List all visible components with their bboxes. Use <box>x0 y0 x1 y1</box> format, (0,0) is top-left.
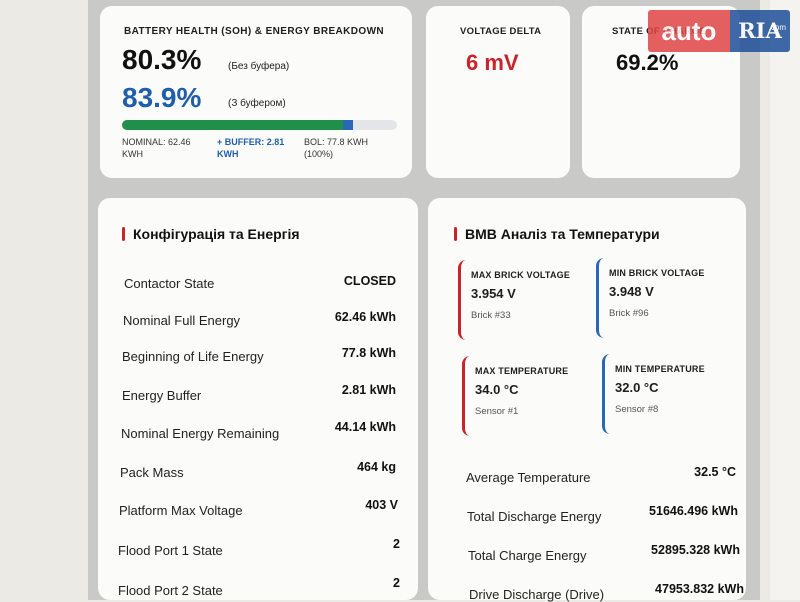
bmb-title: BMB Аналіз та Температури <box>454 226 660 242</box>
voltage-delta-value: 6 mV <box>466 50 519 75</box>
config-row-value: 62.46 kWh <box>334 310 396 324</box>
min-brick-voltage-value: 3.948 V <box>609 284 654 299</box>
config-row-label: Beginning of Life Energy <box>122 349 264 364</box>
config-row-value: CLOSED <box>343 274 396 288</box>
min-temperature-tile: MIN TEMPERATURE 32.0 °C Sensor #8 <box>602 354 733 434</box>
max-temperature-value: 34.0 °C <box>475 382 519 397</box>
soh-with-buffer-value: 83.9% <box>122 82 202 113</box>
buffer-line1: + BUFFER: 2.81 <box>217 137 285 147</box>
soh-no-buffer-note: (Без буфера) <box>228 61 290 72</box>
red-accent-mark <box>454 227 457 241</box>
bmb-row-label: Total Discharge Energy <box>467 509 602 524</box>
min-brick-voltage-sub: Brick #96 <box>609 308 649 319</box>
voltage-delta-title: VOLTAGE DELTA <box>460 26 542 37</box>
watermark-ria-box: RIA .com <box>730 10 790 52</box>
state-of-charge-value: 69.2% <box>616 50 679 75</box>
watermark-auto-text: auto <box>648 10 730 52</box>
bmb-row-label: Total Charge Energy <box>468 548 587 563</box>
battery-health-title: BATTERY HEALTH (SOH) & ENERGY BREAKDOWN <box>124 26 385 37</box>
voltage-delta-card: VOLTAGE DELTA 6 mV <box>426 6 570 178</box>
config-row-value: 403 V <box>365 498 398 512</box>
nominal-line2: KWH <box>122 149 143 159</box>
min-temperature-value: 32.0 °C <box>615 380 659 395</box>
auto-ria-watermark-logo: auto RIA .com <box>648 10 790 52</box>
watermark-com-text: .com <box>768 23 786 32</box>
config-row-value: 44.14 kWh <box>334 420 396 434</box>
config-row-label: Energy Buffer <box>122 388 202 403</box>
buffer-line2: KWH <box>217 149 239 159</box>
max-temperature-sub: Sensor #1 <box>475 406 519 417</box>
battery-health-card: BATTERY HEALTH (SOH) & ENERGY BREAKDOWN … <box>100 6 412 178</box>
watermark-ria-text: RIA <box>738 18 782 43</box>
buffer-energy-label: + BUFFER: 2.81 KWH <box>217 136 284 160</box>
configuration-card: Конфігурація та Енергія Contactor State … <box>98 198 418 600</box>
bol-line1: BOL: 77.8 KWH <box>304 137 369 147</box>
bmb-title-text: BMB Аналіз та Температури <box>465 226 660 242</box>
config-row-value: 77.8 kWh <box>341 346 396 360</box>
min-brick-voltage-title: MIN BRICK VOLTAGE <box>609 268 705 278</box>
bmb-row-value: 47953.832 kWh <box>655 582 744 596</box>
nominal-line1: NOMINAL: 62.46 <box>122 137 191 147</box>
max-brick-voltage-value: 3.954 V <box>471 286 516 301</box>
config-row-value: 464 kg <box>357 460 396 474</box>
red-accent-mark <box>122 227 125 241</box>
configuration-title-text: Конфігурація та Енергія <box>133 226 300 242</box>
max-brick-voltage-title: MAX BRICK VOLTAGE <box>471 270 571 280</box>
soh-progress-bar <box>122 120 397 130</box>
bmb-analysis-card: BMB Аналіз та Температури MAX BRICK VOLT… <box>428 198 746 602</box>
config-row-value: 2.81 kWh <box>341 383 396 397</box>
config-row-label: Pack Mass <box>120 465 184 480</box>
soh-bar-buffer-fill <box>342 120 353 130</box>
max-temperature-title: MAX TEMPERATURE <box>475 366 569 376</box>
soh-no-buffer-value: 80.3% <box>122 44 202 75</box>
config-row-label: Nominal Full Energy <box>123 313 241 328</box>
max-brick-voltage-sub: Brick #33 <box>471 310 511 321</box>
bmb-row-value: 32.5 °C <box>694 465 736 479</box>
max-brick-voltage-tile: MAX BRICK VOLTAGE 3.954 V Brick #33 <box>458 260 589 340</box>
bmb-row-value: 51646.496 kWh <box>649 504 738 518</box>
config-row-label: Contactor State <box>124 276 215 291</box>
config-row-label: Flood Port 1 State <box>118 543 223 558</box>
bmb-row-label: Drive Discharge (Drive) <box>469 587 605 602</box>
min-temperature-title: MIN TEMPERATURE <box>615 364 705 374</box>
config-row-value: 2 <box>393 576 400 590</box>
config-row-label: Nominal Energy Remaining <box>121 426 280 441</box>
config-row-label: Platform Max Voltage <box>119 503 243 518</box>
nominal-energy-label: NOMINAL: 62.46 KWH <box>122 136 191 160</box>
min-temperature-sub: Sensor #8 <box>615 404 659 415</box>
bol-line2: (100%) <box>304 149 334 159</box>
config-row-label: Flood Port 2 State <box>118 583 223 598</box>
bmb-row-value: 52895.328 kWh <box>651 543 740 557</box>
min-brick-voltage-tile: MIN BRICK VOLTAGE 3.948 V Brick #96 <box>596 258 727 338</box>
paper-edge <box>770 0 800 600</box>
max-temperature-tile: MAX TEMPERATURE 34.0 °C Sensor #1 <box>462 356 593 436</box>
configuration-title: Конфігурація та Енергія <box>122 226 300 242</box>
bmb-row-label: Average Temperature <box>466 470 591 485</box>
bol-energy-label: BOL: 77.8 KWH (100%) <box>304 136 368 160</box>
config-row-value: 2 <box>393 537 400 551</box>
soh-bar-nominal-fill <box>122 120 343 130</box>
soh-with-buffer-note: (З буфером) <box>228 98 286 109</box>
